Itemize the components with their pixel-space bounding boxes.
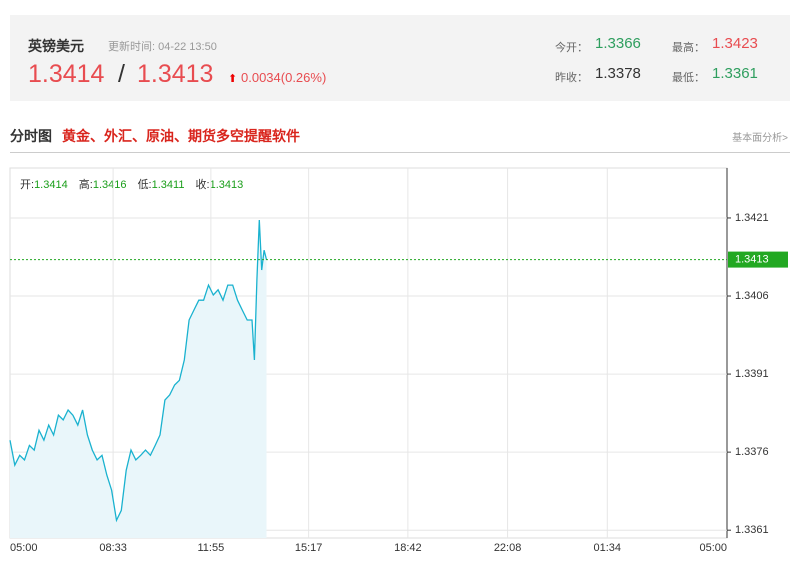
y-tick-label: 1.3406 <box>735 290 769 302</box>
x-tick-label: 11:55 <box>198 542 225 554</box>
x-tick-label: 05:00 <box>10 542 38 554</box>
quote-value: 1.3411 <box>151 179 185 191</box>
stat-label: 今开： <box>555 42 588 54</box>
divider <box>10 152 790 153</box>
plot-frame <box>9 167 728 539</box>
quote-label: 高: <box>78 179 93 191</box>
change: 0.0034(0.26%) <box>241 70 327 85</box>
quote-value: 1.3416 <box>92 179 127 191</box>
link[interactable]: 基本面分析> <box>732 133 788 144</box>
x-tick-label: 08:33 <box>99 542 127 554</box>
price-line <box>9 219 268 523</box>
stat-value: 1.3378 <box>595 65 641 82</box>
current-price-tag <box>728 251 788 268</box>
separator: / <box>118 60 125 88</box>
y-tick-label: 1.3361 <box>735 524 769 536</box>
stat-label: 最高： <box>672 42 705 54</box>
title: 英镑美元 <box>28 38 84 54</box>
y-tick-label: 1.3421 <box>735 212 769 224</box>
x-tick-label: 22:08 <box>494 542 522 554</box>
quote-label: 低: <box>137 179 152 191</box>
bid: 1.3414 <box>28 60 105 88</box>
stat-value: 1.3361 <box>712 65 758 82</box>
header-panel <box>10 15 790 101</box>
x-tick-label: 15:17 <box>295 542 323 554</box>
section-title: 分时图 <box>10 128 52 144</box>
current-price-label: 1.3413 <box>735 253 769 265</box>
stat-value: 1.3423 <box>712 35 758 52</box>
quote-value: 1.3414 <box>34 179 68 191</box>
quote-label: 开: <box>20 179 35 191</box>
promo[interactable]: 黄金、外汇、原油、期货多空提醒软件 <box>62 128 300 144</box>
y-tick-label: 1.3391 <box>735 368 769 380</box>
x-tick-label: 01:34 <box>594 542 622 554</box>
stat-value: 1.3366 <box>595 35 641 52</box>
quote-label: 收: <box>195 179 210 191</box>
update-time: 更新时间: 04-22 13:50 <box>108 41 217 53</box>
stat-label: 昨收： <box>555 72 588 84</box>
area <box>10 220 267 538</box>
ask: 1.3413 <box>137 60 214 88</box>
x-tick-label: 18:42 <box>394 542 422 554</box>
quote-value: 1.3413 <box>209 179 244 191</box>
quote-bar: 开:1.3414 高:1.3416 低:1.3411 收:1.3413 <box>20 176 243 192</box>
y-tick-label: 1.3376 <box>735 446 769 458</box>
stat-label: 最低： <box>672 72 705 84</box>
x-tick-label: 05:00 <box>699 542 727 554</box>
up-arrow: ⬆ <box>228 73 238 85</box>
